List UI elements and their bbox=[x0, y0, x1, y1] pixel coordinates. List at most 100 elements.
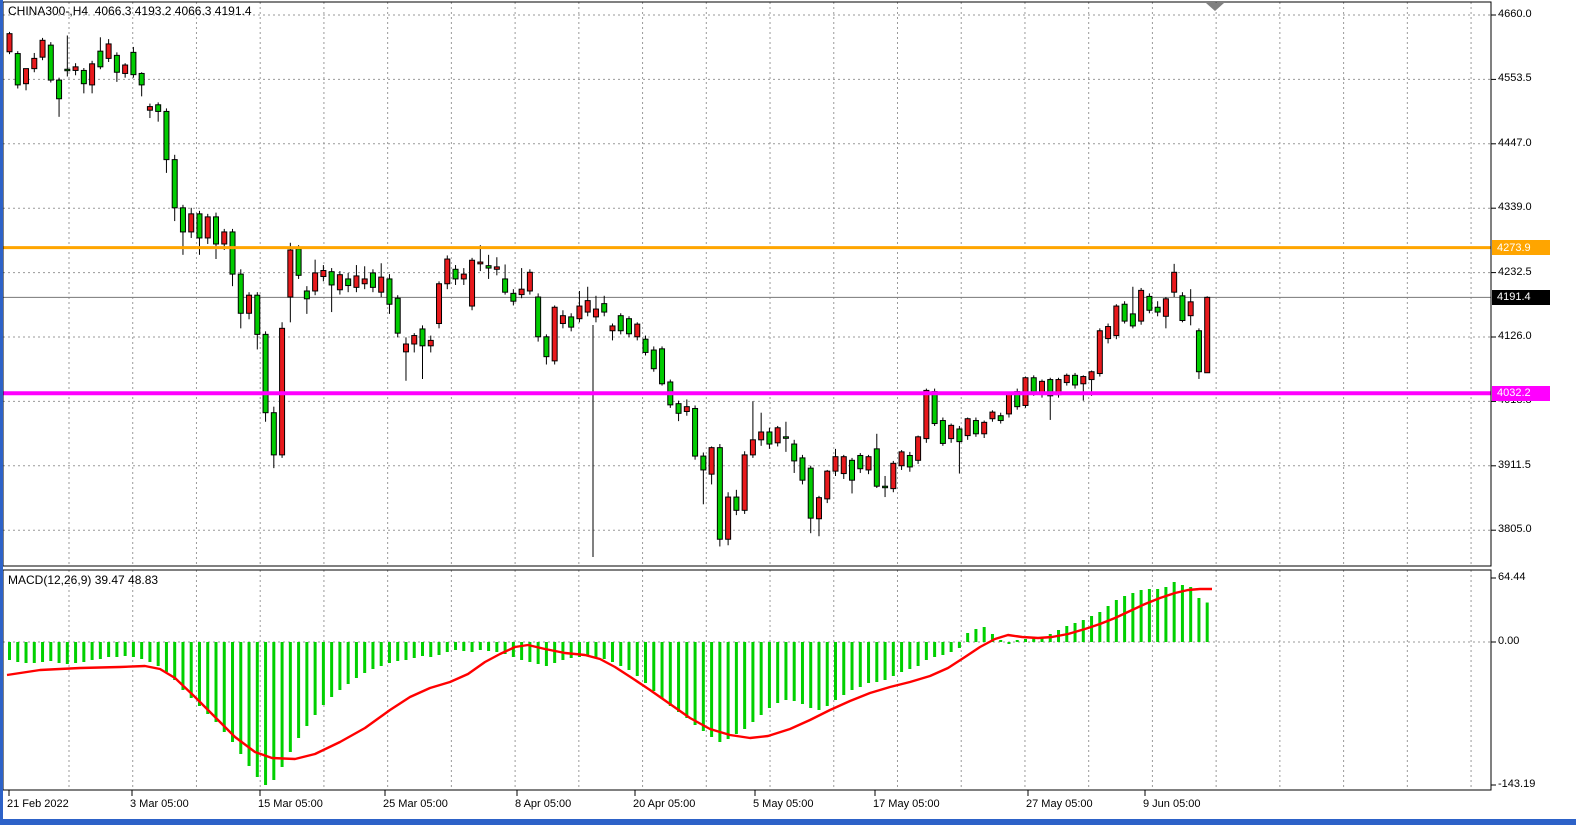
candle-body bbox=[659, 348, 666, 385]
macd-histogram-bar bbox=[247, 642, 251, 766]
macd-histogram-bar bbox=[520, 642, 524, 660]
macd-histogram-bar bbox=[1205, 602, 1209, 642]
candle-body bbox=[873, 448, 880, 487]
candle-body bbox=[857, 454, 864, 470]
candle-body bbox=[237, 273, 244, 314]
candle-body bbox=[865, 456, 872, 471]
macd-histogram-bar bbox=[1081, 620, 1085, 642]
macd-histogram-bar bbox=[825, 642, 829, 706]
candle-body bbox=[981, 421, 988, 435]
macd-histogram-bar bbox=[734, 642, 738, 734]
macd-histogram-bar bbox=[140, 642, 144, 659]
macd-histogram-bar bbox=[809, 642, 813, 708]
macd-histogram-bar bbox=[1131, 593, 1135, 642]
candle-body bbox=[1088, 371, 1095, 381]
resistance-price-label: 4273.9 bbox=[1492, 240, 1550, 256]
macd-histogram-bar bbox=[817, 642, 821, 710]
macd-tick-label: 64.44 bbox=[1498, 571, 1526, 583]
candle-body bbox=[1154, 306, 1161, 313]
candle-body bbox=[97, 50, 104, 68]
macd-histogram-bar bbox=[784, 642, 788, 700]
candle-body bbox=[948, 424, 955, 440]
macd-histogram-bar bbox=[49, 642, 53, 661]
window-left-border bbox=[0, 0, 3, 825]
candle-body bbox=[320, 269, 327, 278]
macd-histogram-bar bbox=[1090, 616, 1094, 642]
macd-histogram-bar bbox=[594, 642, 598, 657]
macd-tick-label: -143.19 bbox=[1498, 778, 1536, 790]
candle-body bbox=[997, 415, 1004, 422]
macd-histogram-bar bbox=[990, 634, 994, 642]
candle-body bbox=[1146, 295, 1153, 311]
support-price-label: 4032.2 bbox=[1492, 385, 1550, 401]
macd-histogram-bar bbox=[577, 642, 581, 657]
macd-histogram-bar bbox=[90, 642, 94, 660]
macd-histogram-bar bbox=[214, 642, 218, 722]
candle-body bbox=[1171, 271, 1178, 293]
candle-body bbox=[849, 459, 856, 481]
candle-body bbox=[1080, 376, 1087, 385]
candle-body bbox=[683, 406, 690, 412]
candle-body bbox=[378, 276, 385, 293]
macd-histogram-bar bbox=[933, 642, 937, 657]
macd-histogram-bar bbox=[16, 642, 20, 662]
macd-histogram-bar bbox=[1015, 640, 1019, 642]
macd-histogram-bar bbox=[1032, 638, 1036, 642]
macd-histogram-bar bbox=[239, 642, 243, 754]
macd-histogram-bar bbox=[338, 642, 342, 690]
macd-histogram-bar bbox=[949, 642, 953, 652]
macd-indicator-label: MACD(12,26,9) 39.47 48.83 bbox=[8, 573, 159, 587]
macd-histogram-bar bbox=[371, 642, 375, 669]
candle-body bbox=[427, 339, 434, 347]
price-tick-label: 4339.0 bbox=[1498, 201, 1532, 214]
macd-histogram-bar bbox=[321, 642, 325, 705]
macd-histogram-bar bbox=[445, 642, 449, 652]
main-panel-border bbox=[2, 1, 1492, 567]
candle-body bbox=[956, 428, 963, 443]
chart-shift-marker-icon[interactable] bbox=[1206, 3, 1224, 11]
macd-histogram-bar bbox=[305, 642, 309, 726]
macd-histogram-bar bbox=[916, 642, 920, 666]
macd-histogram-bar bbox=[65, 642, 69, 664]
macd-histogram-bar bbox=[404, 642, 408, 660]
candle-body bbox=[1204, 296, 1211, 374]
candle-body bbox=[6, 33, 13, 53]
macd-histogram-bar bbox=[875, 642, 879, 682]
candle-body bbox=[394, 297, 401, 334]
macd-histogram-bar bbox=[610, 642, 614, 662]
macd-histogram-bar bbox=[1007, 642, 1011, 644]
macd-histogram-bar bbox=[710, 642, 714, 737]
candle-body bbox=[650, 349, 657, 370]
macd-histogram-bar bbox=[941, 642, 945, 655]
candle-body bbox=[262, 333, 269, 414]
candle-body bbox=[386, 278, 393, 305]
macd-histogram-bar bbox=[1098, 612, 1102, 642]
macd-histogram-bar bbox=[164, 642, 168, 672]
macd-histogram-bar bbox=[1106, 606, 1110, 642]
macd-histogram-bar bbox=[1114, 600, 1118, 642]
candle-body bbox=[551, 306, 558, 362]
candle-body bbox=[1121, 303, 1128, 322]
date-tick-label: 21 Feb 2022 bbox=[7, 798, 69, 810]
candle-body bbox=[460, 273, 467, 280]
macd-histogram-bar bbox=[974, 629, 978, 642]
macd-histogram-bar bbox=[8, 642, 11, 660]
candle-body bbox=[493, 266, 500, 270]
macd-histogram-bar bbox=[478, 642, 482, 650]
macd-histogram-bar bbox=[726, 642, 730, 739]
candle-body bbox=[815, 497, 822, 520]
candle-body bbox=[179, 207, 186, 233]
macd-histogram-bar bbox=[1040, 637, 1044, 642]
candle-body bbox=[1096, 330, 1103, 375]
candle-body bbox=[436, 283, 443, 325]
candle-body bbox=[791, 443, 798, 462]
macd-histogram-bar bbox=[982, 627, 986, 642]
candle-body bbox=[345, 278, 352, 287]
macd-histogram-bar bbox=[272, 642, 276, 780]
date-tick-label: 27 May 05:00 bbox=[1026, 798, 1093, 810]
macd-histogram-bar bbox=[1180, 585, 1184, 642]
candle-body bbox=[890, 462, 897, 490]
price-tick-label: 3805.0 bbox=[1498, 523, 1532, 536]
macd-tick-label: 0.00 bbox=[1498, 635, 1520, 647]
